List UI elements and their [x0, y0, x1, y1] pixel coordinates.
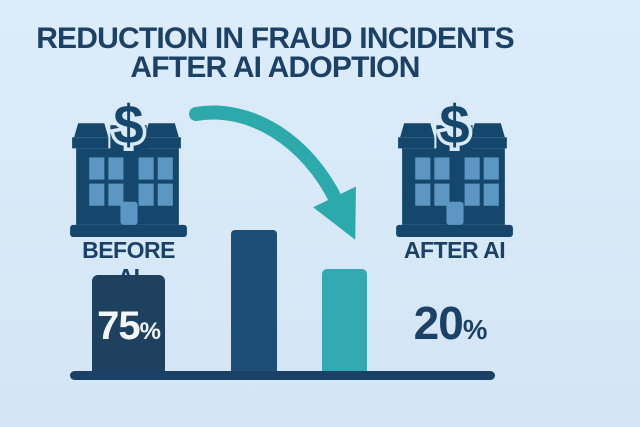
- dollar-sign-icon: $: [439, 96, 469, 155]
- before-percent-sign: %: [139, 317, 161, 345]
- tall-middle-bar: [231, 230, 277, 377]
- chart-baseline: [70, 371, 495, 380]
- bank-building-after-icon: $: [396, 96, 513, 237]
- page-title: REDUCTION IN FRAUD INCIDENTS AFTER AI AD…: [30, 22, 520, 84]
- building-door: [120, 201, 138, 225]
- title-line-2: AFTER AI ADOPTION: [130, 51, 420, 84]
- before-value: 75%: [97, 303, 161, 349]
- dollar-sign-icon: $: [113, 96, 143, 155]
- building-windows: [89, 157, 173, 225]
- building-windows: [415, 157, 499, 225]
- downward-trend-arrow-icon: [189, 105, 356, 240]
- building-door: [446, 201, 464, 225]
- after-ai-label: AFTER AI: [403, 237, 506, 263]
- before-bar: 75%: [92, 275, 165, 377]
- after-value: 20%: [400, 296, 500, 350]
- title-line-1: REDUCTION IN FRAUD INCIDENTS: [36, 22, 514, 55]
- bank-building-before-icon: $: [70, 96, 187, 237]
- after-percent-sign: %: [462, 314, 488, 345]
- after-value-number: 20: [413, 297, 464, 349]
- before-value-number: 75: [97, 303, 140, 348]
- after-teal-bar: [322, 269, 367, 377]
